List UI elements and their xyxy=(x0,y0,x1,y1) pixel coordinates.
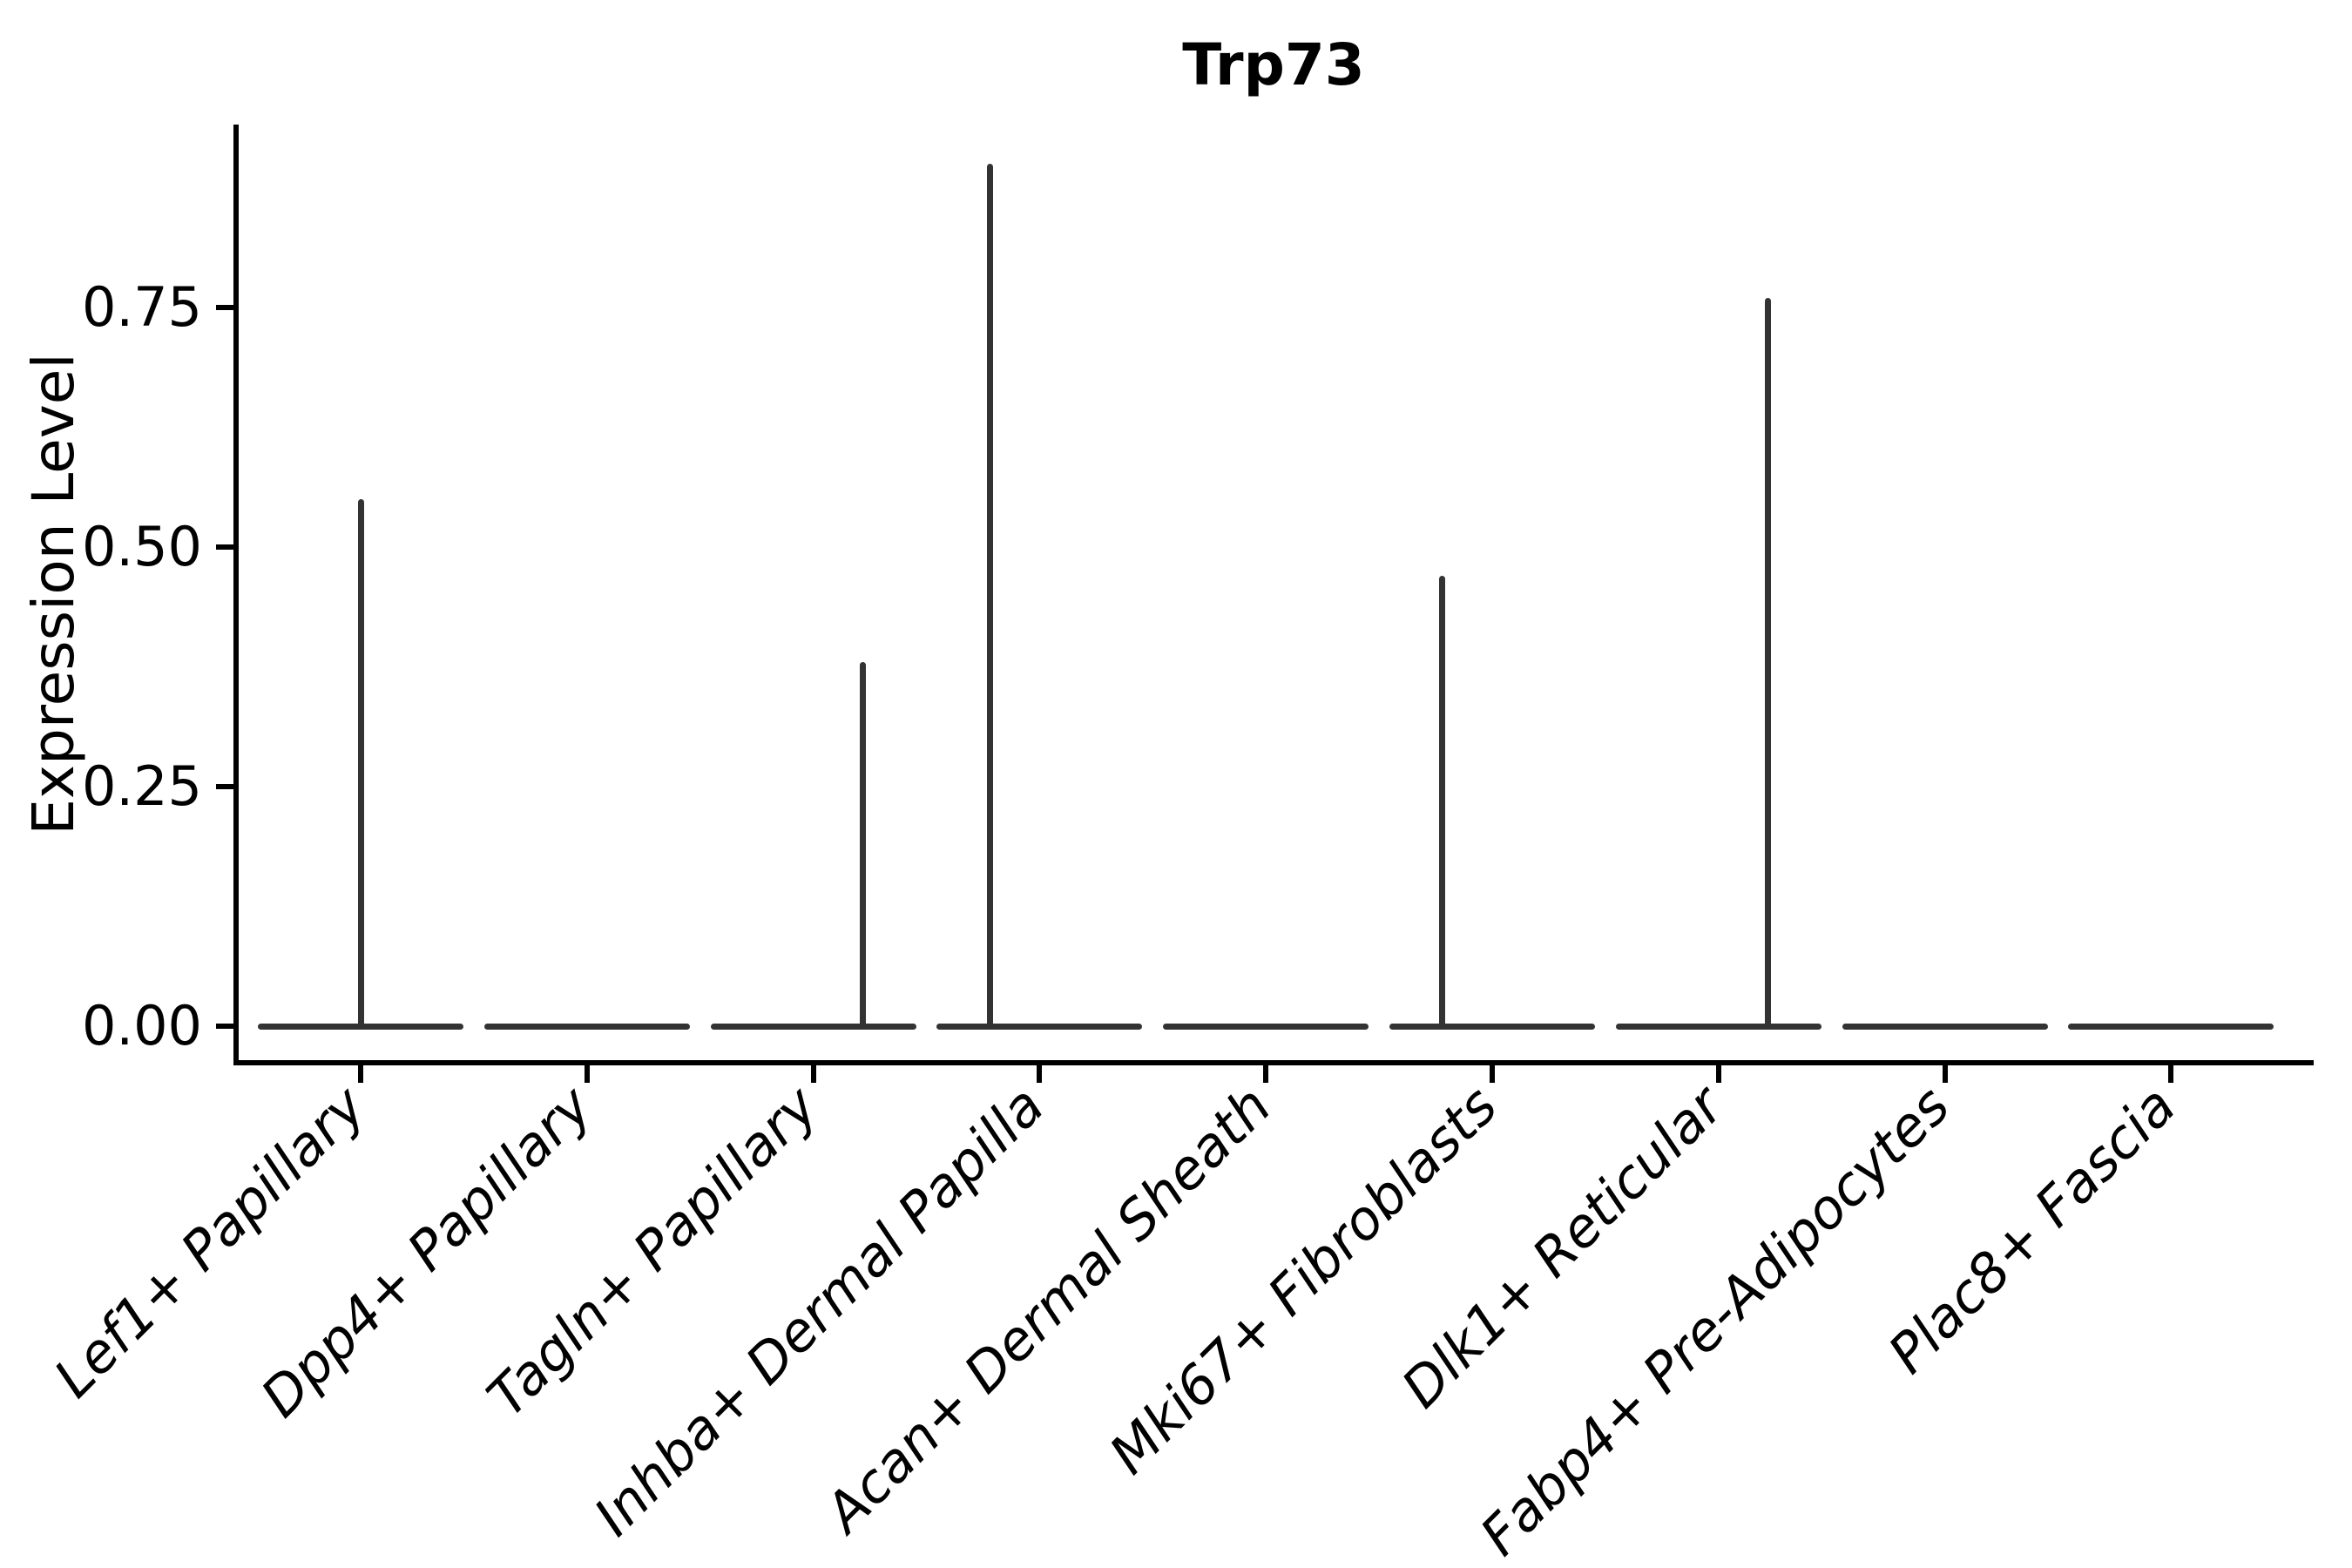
y-tick-label: 0.75 xyxy=(81,275,202,339)
violin-base xyxy=(710,1023,916,1030)
x-tick-label: Fabp4+ Pre-Adipocytes xyxy=(1468,1073,1962,1568)
x-tick-label: Inhba+ Dermal Papilla xyxy=(582,1073,1057,1549)
x-tick xyxy=(2168,1065,2174,1083)
x-tick-label: Mki67+ Fibroblasts xyxy=(1097,1073,1510,1486)
y-tick xyxy=(216,544,235,550)
violin-spike xyxy=(357,499,364,1030)
y-tick xyxy=(216,305,235,310)
x-tick xyxy=(1037,1065,1043,1083)
x-tick xyxy=(358,1065,363,1083)
violin-base xyxy=(936,1023,1143,1030)
x-tick-label: Acan+ Dermal Sheath xyxy=(812,1073,1283,1544)
y-tick xyxy=(216,1024,235,1029)
x-tick xyxy=(1715,1065,1721,1083)
violin-spike xyxy=(1765,298,1772,1030)
violin-base xyxy=(2068,1023,2274,1030)
chart-title: Trp73 xyxy=(1182,31,1365,98)
x-tick xyxy=(1942,1065,1948,1083)
x-tick xyxy=(1263,1065,1269,1083)
violin-spike xyxy=(860,662,867,1030)
violin-spike xyxy=(986,164,993,1030)
y-tick xyxy=(216,784,235,789)
violin-base xyxy=(483,1023,690,1030)
violin-spike xyxy=(1439,576,1446,1030)
violin-base xyxy=(1615,1023,1821,1030)
x-tick xyxy=(1490,1065,1495,1083)
violin-base xyxy=(1842,1023,2048,1030)
x-axis-spine xyxy=(233,1060,2314,1065)
x-tick xyxy=(810,1065,816,1083)
y-tick-label: 0.50 xyxy=(81,515,202,578)
y-tick-label: 0.25 xyxy=(81,754,202,818)
violin-base xyxy=(1163,1023,1369,1030)
x-tick xyxy=(584,1065,590,1083)
violin-base xyxy=(1389,1023,1595,1030)
y-axis-spine xyxy=(233,125,239,1065)
y-tick-label: 0.00 xyxy=(81,994,202,1058)
